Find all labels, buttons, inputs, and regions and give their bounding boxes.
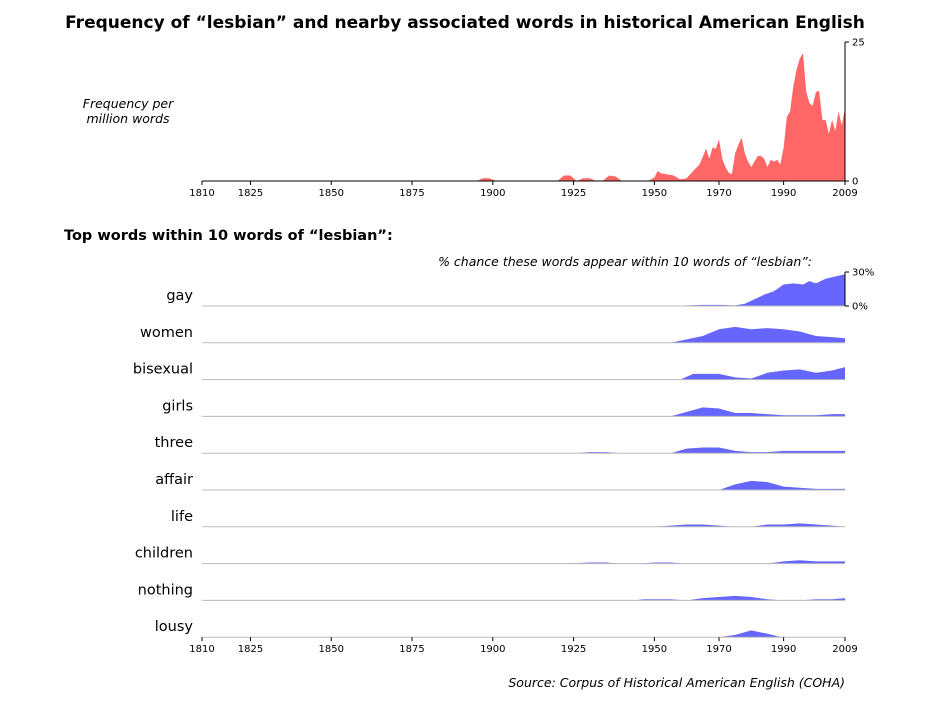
- bottom-x-tick-label: 1925: [561, 644, 586, 655]
- top-x-tick-label: 2009: [832, 188, 857, 199]
- top-x-tick-label: 1900: [480, 188, 505, 199]
- bottom-x-tick-label: 1950: [642, 644, 667, 655]
- frequency-area-group: [202, 53, 845, 182]
- top-y-tick-label: 25: [852, 38, 865, 49]
- word-label-lousy: lousy: [155, 619, 194, 635]
- word-label-bisexual: bisexual: [133, 362, 193, 378]
- bottom-y-tick-label: 0%: [852, 302, 868, 313]
- bottom-y-tick-label: 30%: [852, 268, 874, 279]
- top-x-tick-label: 1990: [771, 188, 796, 199]
- top-x-tick-label: 1810: [189, 188, 214, 199]
- bottom-x-tick-label: 1850: [319, 644, 344, 655]
- word-label-affair: affair: [155, 472, 193, 488]
- row-girls: girls: [162, 398, 845, 417]
- area-gay: [211, 274, 845, 306]
- row-three: three: [155, 435, 845, 454]
- bottom-x-tick-label: 1825: [238, 644, 263, 655]
- row-gay: gay: [166, 274, 845, 307]
- row-affair: affair: [155, 472, 845, 491]
- word-label-children: children: [135, 546, 193, 562]
- bottom-x-tick-label: 2009: [832, 644, 857, 655]
- top-ylabel-line2: million words: [86, 111, 170, 126]
- word-label-nothing: nothing: [138, 582, 193, 598]
- frequency-axes-group: 1810 1825 1850 1875 1900 1925 1950 1970 1990 2009…: [189, 38, 864, 200]
- row-lousy: lousy: [155, 619, 845, 638]
- bottom-x-tick-label: 1970: [706, 644, 731, 655]
- top-y-tick-label: 0: [852, 177, 858, 188]
- bottom-x-tick-label: 1875: [399, 644, 424, 655]
- top-x-tick-label: 1850: [319, 188, 344, 199]
- bottom-x-tick-label: 1990: [771, 644, 796, 655]
- area-affair: [718, 480, 845, 490]
- cooccurrence-axes-group: 0% 30% 1810 1825 1850 1875 1900 1925 1950 1970 199…: [189, 268, 874, 656]
- word-label-girls: girls: [162, 398, 193, 414]
- top-x-tick-label: 1875: [399, 188, 424, 199]
- word-label-women: women: [140, 325, 193, 341]
- cooccurrence-rows-group: gay women bisexual girls three affair life chil…: [133, 274, 845, 638]
- area-girls: [670, 407, 845, 417]
- frequency-area: [202, 53, 845, 182]
- area-bisexual: [680, 367, 845, 380]
- row-bisexual: bisexual: [133, 362, 845, 381]
- row-nothing: nothing: [138, 582, 845, 601]
- top-ylabel-line1: Frequency per: [83, 96, 174, 111]
- source-note: Source: Corpus of Historical American En…: [508, 675, 845, 690]
- row-children: children: [135, 546, 845, 565]
- bottom-heading: Top words within 10 words of “lesbian”:: [64, 228, 393, 244]
- word-label-life: life: [171, 509, 193, 525]
- area-lousy: [718, 630, 845, 638]
- area-three: [573, 447, 845, 454]
- top-x-tick-label: 1970: [706, 188, 731, 199]
- word-label-three: three: [155, 435, 193, 451]
- top-x-tick-label: 1925: [561, 188, 586, 199]
- word-label-gay: gay: [166, 288, 193, 304]
- row-life: life: [171, 509, 845, 528]
- bottom-x-tick-label: 1900: [480, 644, 505, 655]
- area-life: [654, 523, 845, 527]
- chart-title: Frequency of “lesbian” and nearby associ…: [65, 13, 865, 33]
- area-nothing: [631, 595, 845, 601]
- top-x-tick-label: 1825: [238, 188, 263, 199]
- top-x-tick-label: 1950: [642, 188, 667, 199]
- bottom-x-tick-label: 1810: [189, 644, 214, 655]
- row-women: women: [140, 325, 845, 344]
- area-women: [670, 326, 845, 343]
- area-children: [563, 560, 845, 564]
- bottom-subtitle: % chance these words appear within 10 wo…: [438, 254, 812, 269]
